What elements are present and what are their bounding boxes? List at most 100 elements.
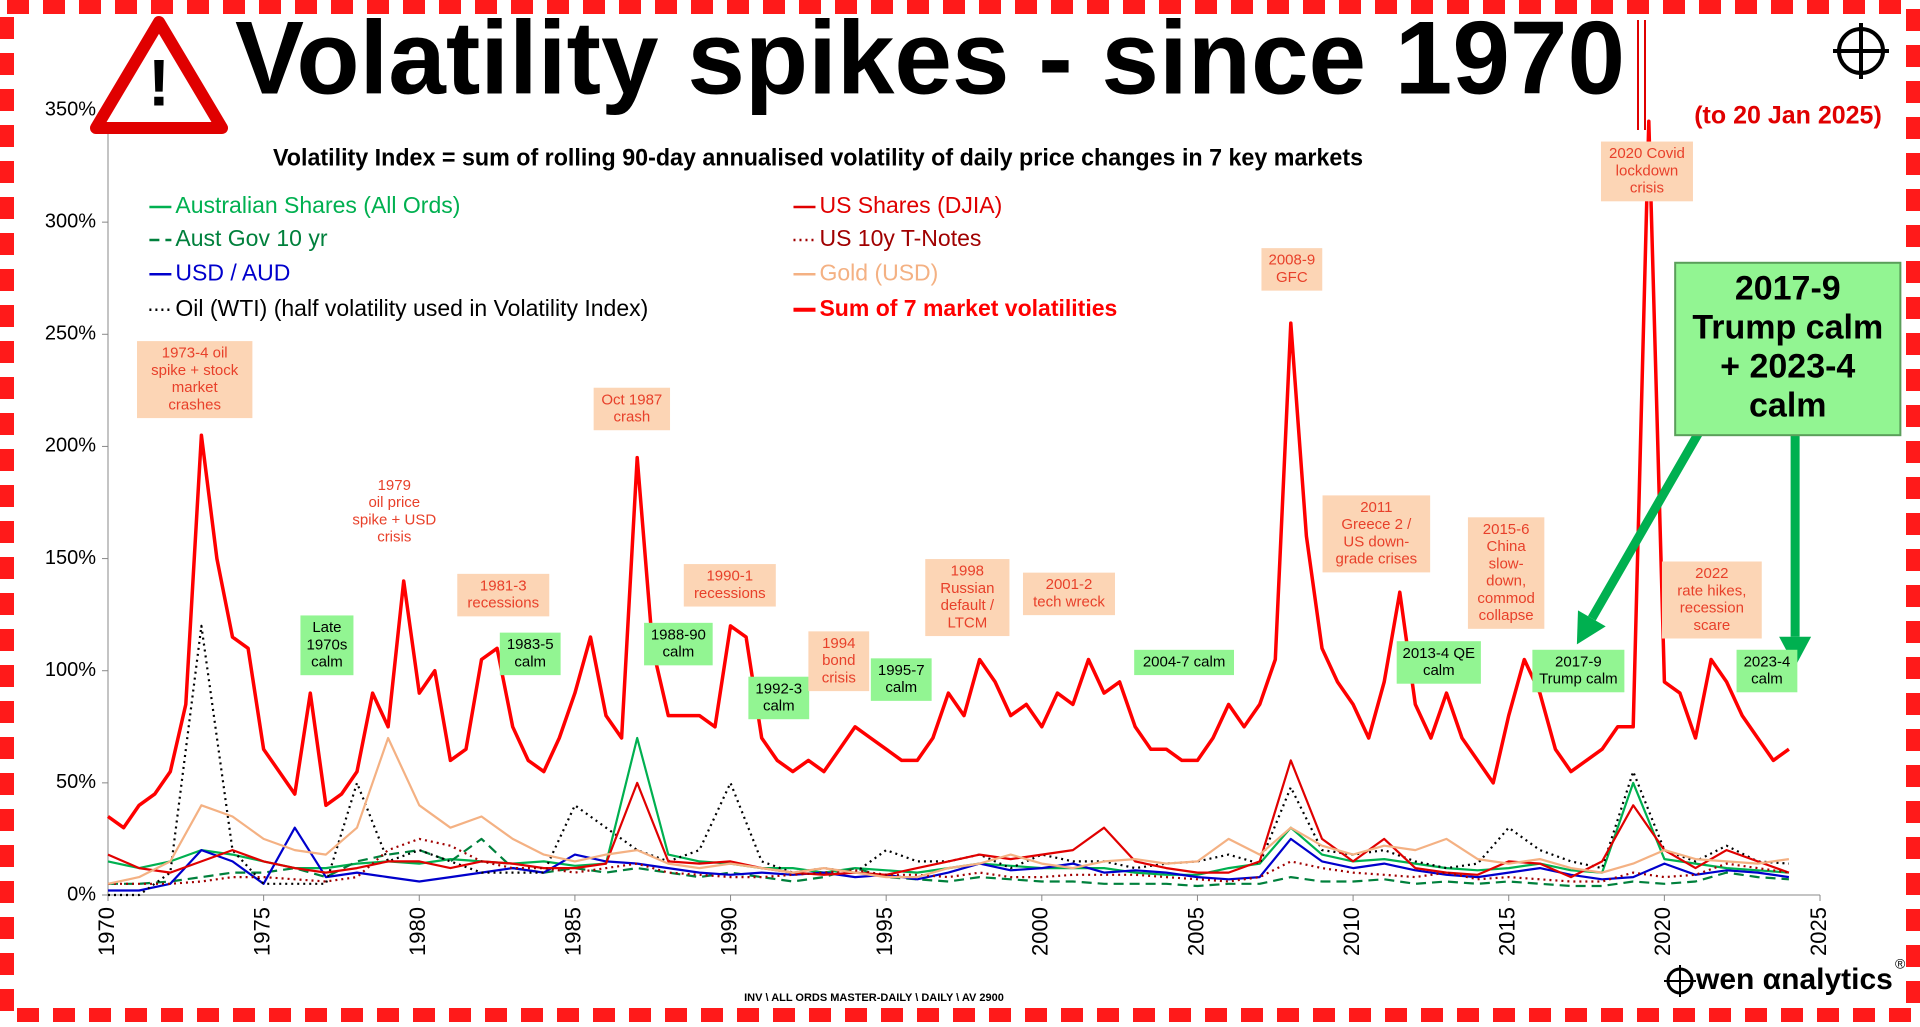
annotation-text: recessions [467, 595, 539, 612]
warning-icon: ! [90, 16, 228, 134]
annotation-text: 2004-7 calm [1143, 653, 1226, 670]
svg-text:!: ! [148, 45, 170, 119]
annotation-box [1396, 641, 1481, 684]
annotation-text: calm [885, 679, 917, 696]
annotation-text: 1998 [951, 563, 984, 580]
annotation-text: 1973-4 oil [162, 345, 228, 362]
annotation-text: 2017-9 [1555, 653, 1602, 670]
annotation-box [1261, 248, 1323, 291]
x-tick-label: 2000 [1028, 907, 1053, 956]
annotation-box [300, 615, 354, 676]
annotation-text: 2023-4 [1744, 653, 1791, 670]
annotation-text: 2011 [1360, 499, 1392, 516]
y-tick-label: 0% [67, 883, 96, 905]
logo-text: wen αnalytics [1695, 963, 1893, 996]
annotation-text: 2001-2 [1046, 576, 1093, 593]
annotation-text: slow- [1489, 555, 1524, 572]
annotation-text: 2020 Covid [1609, 145, 1685, 162]
y-tick-label: 250% [45, 323, 96, 345]
y-tick-label: 350% [45, 98, 96, 120]
chart-title: Volatility spikes - since 1970 [235, 0, 1625, 116]
x-tick-label: 1975 [249, 907, 274, 956]
annotation-text: calm [1751, 671, 1783, 688]
annotation-text: lockdown [1616, 162, 1679, 179]
annotation-text: 1970s [307, 636, 348, 653]
annotation-box [593, 387, 671, 431]
annotation-text: bond [822, 652, 855, 669]
legend-label: Gold (USD) [819, 259, 938, 285]
annotation-box [1322, 495, 1431, 573]
legend-label: US Shares (DJIA) [819, 192, 1002, 218]
annotation-text: 1992-3 [755, 680, 802, 697]
annotation-text: 1995-7 [878, 662, 925, 679]
y-tick-label: 300% [45, 210, 96, 232]
annotation-text: recession [1680, 600, 1744, 617]
annotation-text: Greece 2 / [1341, 516, 1412, 533]
x-tick-label: 2020 [1650, 907, 1675, 956]
legend-label: Aust Gov 10 yr [175, 225, 327, 251]
annotation-box [344, 473, 445, 551]
annotation-text: LTCM [947, 614, 987, 631]
annotation-box [748, 676, 810, 720]
annotation-box [1661, 561, 1762, 639]
annotation-text: tech wreck [1033, 593, 1105, 610]
annotation-text: down, [1486, 573, 1526, 590]
annotation-text: grade crises [1335, 551, 1417, 568]
legend-label: Sum of 7 market volatilities [819, 295, 1117, 321]
series-line [107, 759, 1790, 879]
annotation-box [1674, 261, 1902, 437]
annotation-text: crashes [168, 396, 221, 413]
annotation-text: US down- [1343, 533, 1409, 550]
legend-label: US 10y T-Notes [819, 225, 981, 251]
annotation-text: crisis [377, 529, 411, 546]
annotation-text: China [1487, 538, 1527, 555]
annotation-text: rate hikes, [1677, 582, 1746, 599]
annotation-box [136, 341, 253, 419]
annotation-text: 1981-3 [480, 577, 527, 594]
annotation-text: collapse [1479, 607, 1534, 624]
annotation-text: market [172, 379, 219, 396]
series-line [108, 826, 1790, 892]
annotation-text: Trump calm [1539, 671, 1618, 688]
x-tick-label: 1970 [94, 907, 119, 956]
x-tick-label: 2010 [1339, 907, 1364, 956]
annotation-text: calm [1749, 387, 1827, 425]
annotation-text: calm [663, 644, 695, 661]
logo-mark: ® [1895, 956, 1906, 972]
series-line [107, 736, 1790, 885]
annotation-text: oil price [368, 494, 420, 511]
legend-label: Oil (WTI) (half volatility used in Volat… [175, 295, 648, 321]
annotation-text: 2022 [1695, 565, 1728, 582]
annotation-text: calm [514, 653, 546, 670]
annotation-text: commod [1477, 590, 1535, 607]
arrow-head [1576, 610, 1606, 645]
x-tick-label: 1995 [872, 907, 897, 956]
annotation-box [683, 564, 776, 607]
x-tick-label: 2025 [1806, 907, 1831, 956]
annotation-box [499, 632, 561, 676]
annotation-text: 1994 [822, 635, 855, 652]
annotation-text: scare [1694, 617, 1731, 634]
annotation-text: spike + USD [352, 511, 436, 528]
series-line [108, 837, 1790, 885]
y-tick-label: 100% [45, 659, 96, 681]
y-tick-label: 50% [56, 771, 96, 793]
